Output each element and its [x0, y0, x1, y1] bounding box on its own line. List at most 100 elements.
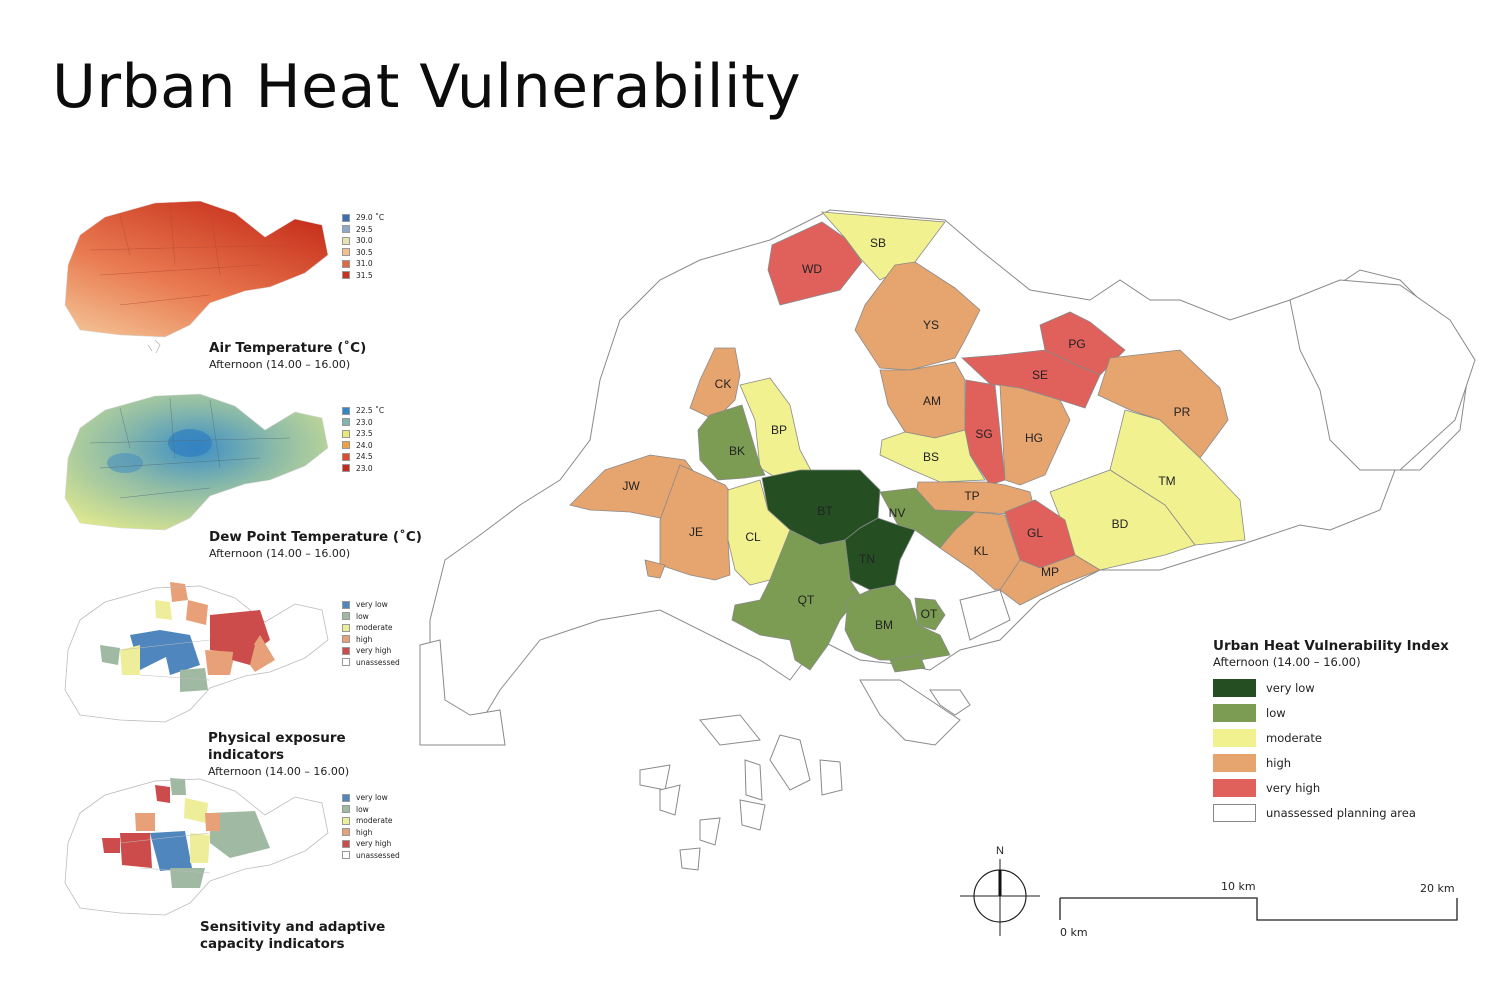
legend-title: Urban Heat Vulnerability Index — [1213, 638, 1449, 654]
legend-item: 24.5 — [342, 451, 384, 463]
area-hg — [999, 384, 1071, 486]
legend-swatch — [342, 464, 350, 473]
scale-bar-graphic — [1059, 897, 1458, 921]
legend-swatch — [1213, 778, 1256, 797]
legend-swatch — [342, 612, 350, 621]
legend-item: 31.5 — [342, 270, 384, 282]
north-label: N — [996, 845, 1004, 857]
legend-swatch — [342, 259, 350, 268]
air-temperature-map — [64, 200, 329, 354]
legend-swatch — [342, 600, 350, 609]
scale-label-10: 10 km — [1221, 880, 1256, 893]
legend-swatch — [1213, 678, 1256, 697]
area-wd — [767, 221, 863, 306]
area-label-gl: GL — [1027, 526, 1043, 540]
legend-swatch — [342, 213, 350, 222]
area-bm — [844, 584, 951, 661]
area-label-kl: KL — [974, 544, 989, 558]
legend-swatch — [1213, 803, 1256, 822]
air-temperature-title: Air Temperature (˚C) — [209, 340, 367, 356]
dew-point-legend: 22.5 ˚C 23.0 23.5 24.0 24.5 23.0 — [342, 405, 384, 474]
legend-item: moderate — [342, 815, 400, 827]
legend-item: very low — [1213, 675, 1449, 700]
area-label-bt: BT — [817, 504, 833, 518]
area-label-nv: NV — [889, 506, 906, 520]
legend-item: 30.0 — [342, 235, 384, 247]
area-bk — [697, 404, 766, 481]
area-label-sb: SB — [870, 236, 886, 250]
legend-swatch — [342, 828, 350, 837]
legend-swatch — [342, 406, 350, 415]
area-mp — [999, 554, 1101, 606]
legend-item: high — [1213, 750, 1449, 775]
legend-item: low — [342, 804, 400, 816]
legend-item: 29.0 ˚C — [342, 212, 384, 224]
legend-swatch — [342, 635, 350, 644]
legend-item: 23.0 — [342, 417, 384, 429]
scale-label-20: 20 km — [1420, 882, 1455, 895]
area-label-pg: PG — [1068, 337, 1085, 351]
page-title: Urban Heat Vulnerability — [52, 52, 802, 122]
legend-item: unassessed — [342, 850, 400, 862]
air-temperature-subtitle: Afternoon (14.00 – 16.00) — [209, 358, 351, 371]
area-label-ck: CK — [715, 377, 732, 391]
area-ot — [914, 597, 946, 631]
legend-swatch — [1213, 703, 1256, 722]
legend-item: moderate — [342, 622, 400, 634]
sensitivity-title: Sensitivity and adaptive capacity indica… — [200, 919, 386, 952]
physical-exposure-subtitle: Afternoon (14.00 – 16.00) — [208, 765, 350, 778]
legend-swatch — [342, 623, 350, 632]
legend-swatch — [342, 418, 350, 427]
physical-exposure-legend: very low low moderate high very high una… — [342, 599, 400, 668]
legend-swatch — [342, 248, 350, 257]
legend-item: very high — [1213, 775, 1449, 800]
area-label-qt: QT — [798, 593, 815, 607]
legend-swatch — [342, 658, 350, 667]
area-label-ot: OT — [921, 607, 938, 621]
physical-exposure-title: Physical exposure indicators — [208, 730, 346, 763]
area-tn — [844, 517, 916, 591]
area-label-bk: BK — [729, 444, 745, 458]
legend-swatch — [342, 793, 350, 802]
vulnerability-legend: Urban Heat Vulnerability Index Afternoon… — [1213, 638, 1449, 825]
legend-item: moderate — [1213, 725, 1449, 750]
area-label-cl: CL — [745, 530, 761, 544]
legend-swatch — [342, 816, 350, 825]
legend-item: high — [342, 634, 400, 646]
sensitivity-legend: very low low moderate high very high una… — [342, 792, 400, 861]
area-bs — [879, 429, 986, 483]
area-ys — [854, 261, 981, 371]
dew-point-map — [64, 393, 329, 531]
area-label-bd: BD — [1112, 517, 1129, 531]
legend-swatch — [342, 441, 350, 450]
area-label-je: JE — [689, 525, 703, 539]
dew-point-subtitle: Afternoon (14.00 – 16.00) — [209, 547, 351, 560]
legend-item: unassessed — [342, 657, 400, 669]
legend-swatch — [342, 839, 350, 848]
legend-item: very low — [342, 792, 400, 804]
air-temperature-legend: 29.0 ˚C 29.5 30.0 30.5 31.0 31.5 — [342, 212, 384, 281]
dew-point-title: Dew Point Temperature (˚C) — [209, 529, 422, 545]
area-label-ys: YS — [923, 318, 939, 332]
legend-swatch — [342, 225, 350, 234]
legend-item: 30.5 — [342, 247, 384, 259]
area-label-bm: BM — [875, 618, 893, 632]
legend-item: very high — [342, 645, 400, 657]
area-je-fragment — [644, 559, 666, 579]
area-label-sg: SG — [975, 427, 992, 441]
legend-item: low — [1213, 700, 1449, 725]
physical-exposure-panel: very low low moderate high very high una… — [60, 580, 430, 780]
legend-swatch — [342, 271, 350, 280]
physical-exposure-map — [64, 582, 329, 723]
legend-item: very low — [342, 599, 400, 611]
legend-item: 31.0 — [342, 258, 384, 270]
area-label-jw: JW — [622, 479, 640, 493]
area-bm-island — [889, 654, 926, 673]
north-arrow: N — [960, 843, 1040, 942]
area-label-se: SE — [1032, 368, 1048, 382]
legend-swatch — [342, 851, 350, 860]
legend-item: high — [342, 827, 400, 839]
area-label-bp: BP — [771, 423, 787, 437]
scale-label-0: 0 km — [1060, 926, 1088, 939]
scale-bar: 0 km 10 km 20 km — [1055, 880, 1465, 950]
